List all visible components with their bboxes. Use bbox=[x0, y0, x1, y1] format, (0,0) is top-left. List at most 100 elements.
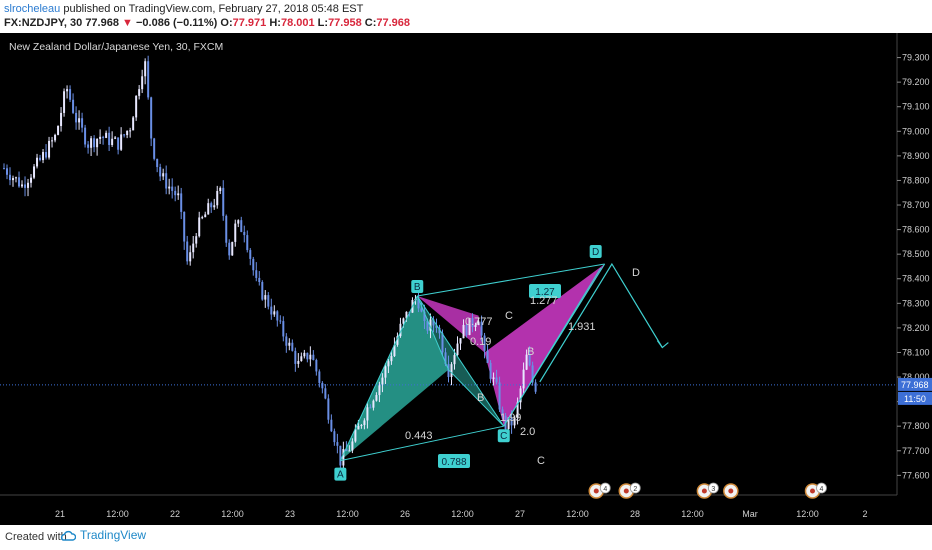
candle-body bbox=[441, 333, 444, 353]
candle-body bbox=[276, 311, 279, 321]
last-price-tag-text: 77.968 bbox=[901, 380, 929, 390]
candle-body bbox=[249, 250, 252, 259]
candle-body bbox=[264, 295, 267, 300]
candle-body bbox=[318, 371, 321, 383]
candle-body bbox=[390, 356, 393, 362]
candle-body bbox=[396, 336, 399, 345]
event-badge[interactable]: 4 bbox=[588, 482, 611, 499]
candle-body bbox=[138, 89, 141, 96]
candle-body bbox=[180, 193, 183, 212]
y-tick-label: 77.800 bbox=[902, 421, 930, 431]
bat-pattern-fill bbox=[417, 295, 485, 353]
candle-body bbox=[210, 203, 213, 208]
symbol-quote-line: FX:NZDJPY, 30 77.968 ▼ −0.086 (−0.11%) O… bbox=[4, 17, 410, 29]
candle-body bbox=[492, 377, 495, 379]
candle-body bbox=[315, 359, 318, 372]
candle-body bbox=[129, 130, 132, 132]
candle-body bbox=[507, 417, 510, 430]
candle-body bbox=[90, 138, 93, 148]
event-badge[interactable] bbox=[723, 483, 739, 499]
chart-header: slrocheleau published on TradingView.com… bbox=[0, 0, 932, 33]
candle-body bbox=[372, 400, 375, 408]
candle-body bbox=[147, 61, 150, 98]
candle-body bbox=[21, 184, 24, 187]
ratio-20: 2.0 bbox=[520, 426, 535, 438]
ratio-0777: 0.777 bbox=[465, 316, 493, 328]
author-link[interactable]: slrocheleau bbox=[4, 3, 61, 15]
candle-body bbox=[69, 89, 72, 100]
candle-body bbox=[297, 361, 300, 364]
candle-body bbox=[495, 377, 498, 383]
candle-body bbox=[246, 235, 249, 251]
label-b-inner: B bbox=[527, 346, 534, 358]
high-value: 78.001 bbox=[280, 17, 315, 29]
candle-body bbox=[531, 365, 534, 383]
point-label-text: A bbox=[337, 470, 344, 481]
candle-body bbox=[105, 132, 108, 138]
candle-body bbox=[198, 217, 201, 237]
chart-canvas[interactable]: A B C D 0.788 1.27 0.443 1.277 0.777 1.931 1.99 2.0… bbox=[0, 33, 932, 525]
candle-body bbox=[270, 306, 273, 315]
event-badge[interactable]: 4 bbox=[804, 482, 827, 499]
bat-pattern-fill bbox=[484, 264, 605, 427]
event-badge[interactable]: 3 bbox=[696, 482, 719, 499]
point-label-text: D bbox=[592, 247, 599, 258]
candle-body bbox=[279, 320, 282, 322]
event-count-bubble bbox=[599, 482, 611, 494]
candle-body bbox=[369, 407, 372, 409]
candle-body bbox=[99, 136, 102, 139]
candle-body bbox=[528, 354, 531, 366]
candle-body bbox=[168, 186, 171, 189]
y-tick-label: 79.200 bbox=[902, 77, 930, 87]
candle-body bbox=[471, 318, 474, 328]
point-label-text: C bbox=[500, 431, 507, 442]
candle-body bbox=[384, 366, 387, 378]
point-label-d: D bbox=[589, 245, 602, 258]
point-label-a: A bbox=[334, 467, 347, 481]
event-badge[interactable]: 2 bbox=[618, 482, 641, 499]
candle-body bbox=[30, 177, 33, 183]
candle-body bbox=[216, 191, 219, 206]
event-count-bubble bbox=[816, 482, 827, 494]
x-tick-label: 22 bbox=[170, 509, 180, 519]
point-label-box bbox=[497, 429, 510, 443]
candle-body bbox=[291, 342, 294, 351]
candle-body bbox=[273, 311, 276, 315]
pattern-leg-cd bbox=[503, 267, 602, 427]
candle-body bbox=[519, 388, 522, 403]
candle-body bbox=[351, 441, 354, 451]
candle-body bbox=[57, 126, 60, 135]
y-tick-label: 79.300 bbox=[902, 53, 930, 63]
x-tick-label: 26 bbox=[400, 509, 410, 519]
candle-body bbox=[165, 173, 168, 189]
chart-area[interactable]: A B C D 0.788 1.27 0.443 1.277 0.777 1.931 1.99 2.0… bbox=[0, 33, 932, 525]
candle-body bbox=[126, 130, 129, 136]
candle-body bbox=[33, 166, 36, 178]
candle-body bbox=[162, 173, 165, 177]
candle-body bbox=[534, 382, 537, 392]
candle-body bbox=[333, 431, 336, 443]
candle-body bbox=[243, 231, 246, 236]
forecast-arrowhead bbox=[656, 340, 669, 349]
tradingview-logo[interactable]: TradingView bbox=[60, 528, 146, 542]
candle-body bbox=[438, 327, 441, 334]
candle-body bbox=[240, 220, 243, 232]
candle-body bbox=[267, 295, 270, 307]
created-with-text: Created with bbox=[5, 531, 67, 543]
candle-body bbox=[177, 193, 180, 196]
candle-body bbox=[24, 184, 27, 188]
x-tick-label: 12:00 bbox=[796, 509, 819, 519]
candle-body bbox=[525, 354, 528, 370]
label-c-inner: C bbox=[505, 310, 513, 322]
candle-body bbox=[477, 321, 480, 325]
candle-body bbox=[366, 407, 369, 421]
ratio-019: 0.19 bbox=[470, 336, 491, 348]
candle-body bbox=[150, 97, 153, 139]
candle-body bbox=[489, 362, 492, 379]
x-tick-label: 12:00 bbox=[566, 509, 589, 519]
event-count-bubble bbox=[629, 482, 641, 494]
candle-body bbox=[261, 281, 264, 300]
candle-body bbox=[252, 258, 255, 271]
candle-body bbox=[522, 369, 525, 389]
candle-body bbox=[402, 318, 405, 324]
